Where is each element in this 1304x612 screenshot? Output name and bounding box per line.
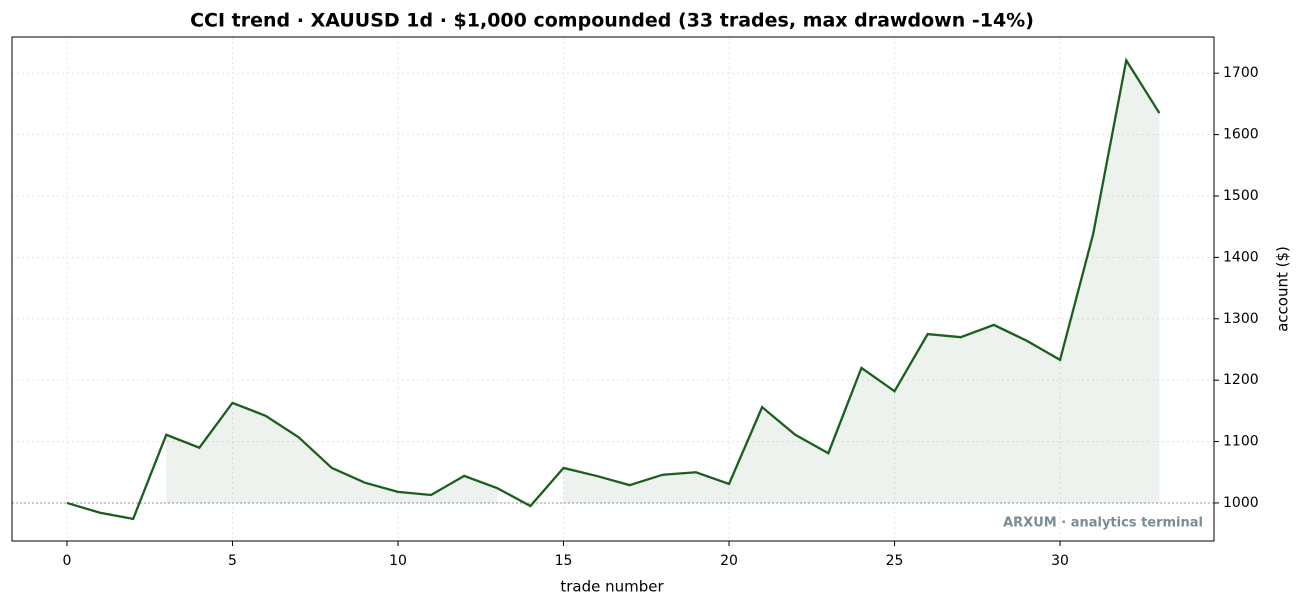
- y-tick-label: 1300: [1223, 311, 1259, 327]
- x-tick-label: 20: [720, 553, 738, 569]
- y-tick-label: 1700: [1223, 65, 1259, 81]
- x-tick-label: 25: [886, 553, 904, 569]
- x-tick-label: 0: [62, 553, 71, 569]
- x-tick-label: 5: [228, 553, 237, 569]
- area-fill: [166, 402, 498, 503]
- y-tick-label: 1000: [1223, 495, 1259, 511]
- y-tick-label: 1600: [1223, 127, 1259, 143]
- y-tick-label: 1400: [1223, 249, 1259, 265]
- chart-title: CCI trend · XAUUSD 1d · $1,000 compounde…: [190, 10, 1034, 32]
- y-tick-label: 1500: [1223, 188, 1259, 204]
- y-tick-label: 1200: [1223, 372, 1259, 388]
- x-axis-label: trade number: [560, 578, 664, 596]
- y-axis-label: account ($): [1274, 246, 1292, 332]
- x-tick-label: 15: [555, 553, 573, 569]
- x-tick-label: 30: [1051, 553, 1069, 569]
- y-tick-label: 1100: [1223, 434, 1259, 450]
- x-tick-label: 10: [389, 553, 407, 569]
- line: [66, 57, 1161, 521]
- watermark: ARXUM · analytics terminal: [1003, 516, 1203, 531]
- area-fill: [563, 60, 1160, 503]
- plot-frame: [11, 36, 1215, 542]
